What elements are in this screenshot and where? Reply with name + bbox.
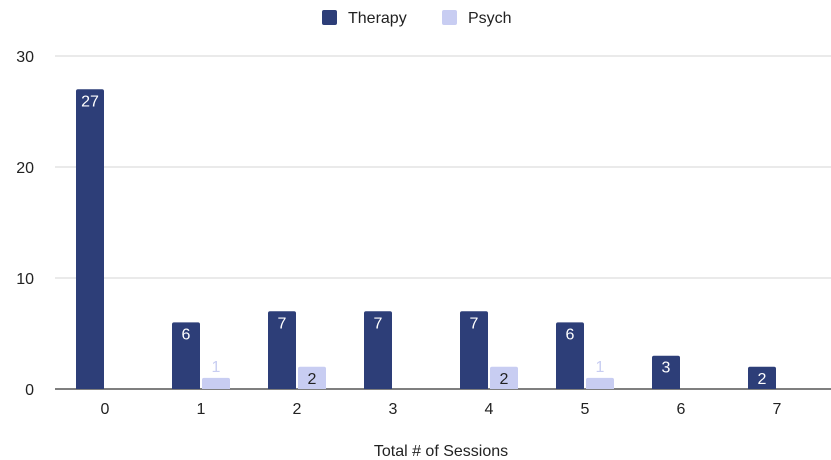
- gridlines: [55, 55, 831, 390]
- bar-therapy-7: [748, 366, 776, 389]
- bar-therapy-1: [172, 322, 200, 389]
- bar-psych-2: [298, 366, 326, 389]
- y-tick-label: 20: [16, 160, 34, 177]
- bar-psych-5: [586, 377, 614, 389]
- x-axis-ticks: 0 1 2 3 4 5 6 7: [101, 401, 782, 418]
- x-tick-label: 4: [485, 401, 494, 418]
- data-label-therapy-5: 6: [566, 326, 575, 343]
- data-label-psych-2: 2: [308, 371, 317, 388]
- data-label-psych-1: 1: [212, 359, 221, 376]
- x-tick-label: 5: [581, 401, 590, 418]
- legend: Therapy Psych: [322, 10, 512, 27]
- y-tick-label: 30: [16, 49, 34, 66]
- bar-therapy-5: [556, 322, 584, 389]
- legend-label: Therapy: [348, 10, 407, 27]
- legend-item-therapy: Therapy: [322, 10, 407, 27]
- data-label-psych-5: 1: [596, 359, 605, 376]
- data-label-therapy-3: 7: [374, 315, 383, 332]
- bar-therapy-6: [652, 355, 680, 389]
- x-tick-label: 3: [389, 401, 398, 418]
- data-label-therapy-6: 3: [662, 360, 671, 377]
- data-label-therapy-4: 7: [470, 315, 479, 332]
- x-tick-label: 0: [101, 401, 110, 418]
- x-tick-label: 1: [197, 401, 206, 418]
- bar-therapy-4: [460, 311, 488, 389]
- legend-swatch: [322, 10, 337, 25]
- x-tick-label: 2: [293, 401, 302, 418]
- data-label-therapy-7: 2: [758, 371, 767, 388]
- legend-label: Psych: [468, 10, 512, 27]
- bar-therapy-3: [364, 311, 392, 389]
- data-label-psych-4: 2: [500, 371, 509, 388]
- bars: [76, 89, 776, 390]
- x-axis-title: Total # of Sessions: [374, 443, 508, 460]
- legend-swatch: [442, 10, 457, 25]
- y-tick-label: 0: [25, 382, 34, 399]
- bar-psych-4: [490, 366, 518, 389]
- data-label-therapy-0: 27: [81, 93, 99, 110]
- y-tick-label: 10: [16, 271, 34, 288]
- legend-item-psych: Psych: [442, 10, 512, 27]
- x-tick-label: 6: [677, 401, 686, 418]
- bar-psych-1: [202, 377, 230, 389]
- bar-therapy-0: [76, 89, 104, 390]
- bar-therapy-2: [268, 311, 296, 389]
- x-tick-label: 7: [773, 401, 782, 418]
- data-label-therapy-2: 7: [278, 315, 287, 332]
- y-axis-ticks: 0 10 20 30: [16, 49, 34, 399]
- data-label-therapy-1: 6: [182, 326, 191, 343]
